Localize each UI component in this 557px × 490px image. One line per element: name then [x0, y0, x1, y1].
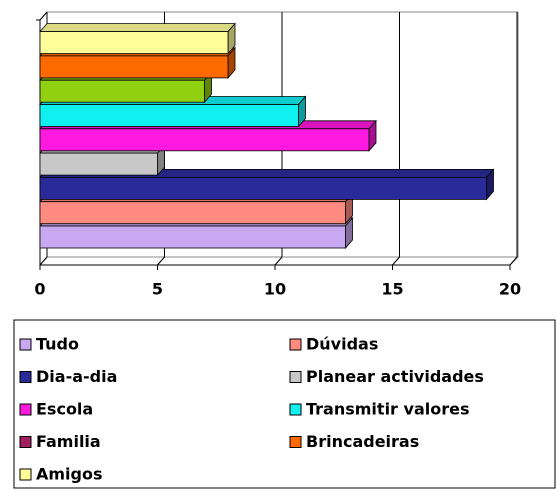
legend-label: Dúvidas — [306, 335, 378, 354]
legend-marker — [289, 436, 302, 448]
legend-marker — [19, 371, 32, 383]
bar — [39, 225, 346, 249]
legend-marker — [19, 468, 32, 481]
bar — [39, 128, 370, 152]
legend-marker — [19, 338, 32, 351]
x-tick-label: 0 — [34, 280, 45, 299]
bar — [39, 79, 205, 103]
bar — [39, 55, 229, 79]
bar — [39, 31, 229, 55]
legend — [13, 319, 556, 489]
legend-marker — [289, 403, 302, 416]
x-tick-label: 5 — [152, 280, 163, 299]
legend-label: Escola — [36, 400, 93, 419]
grid-line-floor — [39, 256, 48, 266]
grid-line-floor — [157, 256, 165, 266]
legend-marker — [19, 403, 32, 416]
x-tick-label: 15 — [381, 280, 403, 299]
x-tick-label: 10 — [264, 280, 286, 299]
bar-top — [39, 23, 236, 33]
legend-label: Planear actividades — [306, 367, 484, 386]
grid-line-floor — [392, 256, 400, 266]
grid-line-floor — [509, 256, 518, 266]
legend-label: Tudo — [36, 335, 79, 354]
legend-label: Transmitir valores — [306, 400, 469, 419]
legend-marker — [289, 371, 302, 383]
legend-label: Dia-a-dia — [36, 367, 117, 386]
bar — [39, 176, 487, 200]
y-axis-depth — [39, 11, 48, 21]
legend-label: Amigos — [36, 465, 103, 484]
bar — [39, 152, 158, 176]
legend-marker — [19, 436, 32, 448]
legend-label: Brincadeiras — [306, 432, 419, 451]
bar — [39, 201, 346, 225]
grid-line-floor — [274, 256, 283, 266]
legend-marker — [289, 338, 302, 351]
x-tick-label: 20 — [499, 280, 521, 299]
bar — [39, 104, 299, 127]
legend-label: Familia — [36, 432, 101, 451]
